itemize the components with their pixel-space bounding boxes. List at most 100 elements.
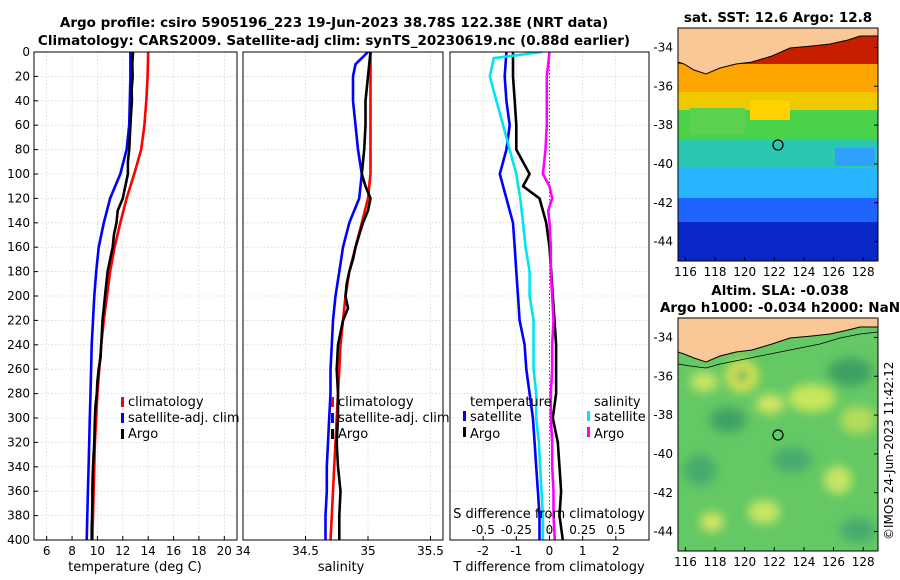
depth-tick-label: 320 — [7, 435, 30, 449]
sla-lon-ticks: 116 118 120 122 124 126 128 — [674, 547, 875, 569]
depth-tick-label: 80 — [15, 143, 30, 157]
x-tick-label: 2 — [612, 544, 620, 558]
lon-tick-label: 116 — [674, 265, 697, 279]
salinity-series — [324, 52, 372, 540]
temperature-legend: climatology satellite-adj. clim Argo — [121, 395, 240, 442]
x-tick-label: 20 — [217, 544, 232, 558]
salinity-xlabel: salinity — [318, 560, 365, 575]
sla-map-image — [678, 318, 878, 551]
x-tick-label: 16 — [166, 544, 181, 558]
difference-grid — [450, 52, 649, 540]
sla-map-title: Altim. SLA: -0.038 — [711, 283, 848, 299]
x-tick-label: -2 — [477, 544, 489, 558]
x-tick-label: 35 — [360, 544, 375, 558]
legend-argo-swatch — [331, 429, 334, 439]
legend-satellite-swatch — [331, 413, 334, 423]
series-line-salinity-argo — [541, 52, 557, 540]
legend-t-argo-label: Argo — [470, 427, 500, 442]
sla-blob — [700, 512, 724, 532]
sla-blob — [735, 369, 749, 383]
sst-lon-ticks: 116 118 120 122 124 126 128 — [674, 257, 875, 279]
depth-tick-label: 360 — [7, 484, 30, 498]
salinity-panel: 34 34.5 35 35.5 salinity climatology satell… — [235, 51, 450, 575]
legend-climatology-label: climatology — [338, 395, 414, 410]
salinity-frame — [242, 51, 444, 541]
depth-tick-label: 140 — [7, 216, 30, 230]
legend-t-satellite-label: satellite — [470, 410, 522, 425]
x-tick-label: 35.5 — [417, 544, 444, 558]
s-tick-label: 0.25 — [569, 523, 596, 537]
sst-map-panel: sat. SST: 12.6 Argo: 12.8 -34 -36 -38 -40 -4… — [653, 10, 879, 279]
lat-tick-label: -40 — [653, 157, 673, 171]
legend-argo-label: Argo — [128, 427, 158, 442]
figure-title-line1: Argo profile: csiro 5905196_223 19-Jun-2… — [60, 15, 608, 31]
sla-blob — [690, 372, 718, 392]
lon-tick-label: 118 — [704, 265, 727, 279]
legend-s-argo-label: Argo — [594, 427, 624, 442]
sla-map-panel: Altim. SLA: -0.038 Argo h1000: -0.034 h2… — [653, 283, 900, 569]
sst-land — [678, 28, 878, 75]
lat-tick-label: -36 — [653, 369, 673, 383]
depth-tick-label: 220 — [7, 313, 30, 327]
lon-tick-label: 116 — [674, 555, 697, 569]
lat-tick-label: -44 — [653, 525, 673, 539]
depth-tick-label: 20 — [15, 69, 30, 83]
timestamp-watermark: ©IMOS 24-Jun-2023 11:42:12 — [882, 362, 896, 540]
lon-tick-label: 124 — [792, 265, 815, 279]
sla-map-subtitle: Argo h1000: -0.034 h2000: NaN — [660, 300, 900, 316]
sst-band — [678, 222, 878, 261]
legend-argo-swatch — [121, 429, 124, 439]
s-difference-xticks: -0.5 -0.25 0 0.25 0.5 — [471, 523, 625, 537]
sst-cool-patch — [835, 148, 875, 166]
sla-blob — [772, 448, 812, 472]
legend-climatology-label: climatology — [128, 395, 204, 410]
sst-lat-ticks: -34 -36 -38 -40 -42 -44 — [653, 40, 878, 249]
x-tick-label: 0 — [546, 544, 554, 558]
series-line-argo — [335, 52, 372, 540]
sst-band — [678, 168, 878, 198]
sla-blob — [788, 384, 836, 412]
lon-tick-label: 128 — [852, 265, 875, 279]
sla-blob — [828, 358, 872, 386]
difference-legend: temperature salinity satellite Argo sate… — [463, 395, 646, 442]
legend-temperature-header: temperature — [470, 395, 552, 410]
t-difference-xticks: -2 -1 0 1 2 — [477, 536, 620, 558]
depth-tick-label: 380 — [7, 509, 30, 523]
temperature-frame — [33, 51, 238, 541]
argo-profile-marker — [772, 429, 784, 441]
s-tick-label: 0 — [546, 523, 554, 537]
salinity-legend: climatology satellite-adj. clim Argo — [331, 395, 450, 442]
x-tick-label: 34 — [235, 544, 250, 558]
s-tick-label: -0.5 — [471, 523, 494, 537]
sla-map-frame — [677, 317, 879, 552]
legend-s-satellite-label: satellite — [594, 410, 646, 425]
sst-map-image — [678, 28, 878, 261]
depth-tick-label: 260 — [7, 362, 30, 376]
salinity-xticks: 34 34.5 35 35.5 — [235, 536, 444, 558]
depth-tick-label: 280 — [7, 387, 30, 401]
sla-blob — [710, 408, 746, 432]
depth-tick-label: 40 — [15, 94, 30, 108]
depth-tick-label: 60 — [15, 118, 30, 132]
sst-cool-patch — [690, 108, 745, 134]
x-tick-label: -1 — [510, 544, 522, 558]
sla-anomalies — [684, 358, 876, 542]
series-line-temperature-satellite — [498, 52, 541, 540]
x-tick-label: 14 — [141, 544, 156, 558]
difference-series — [488, 52, 565, 540]
lon-tick-label: 118 — [704, 555, 727, 569]
sla-blob — [684, 454, 716, 486]
depth-tick-label: 400 — [7, 533, 30, 547]
temperature-grid — [34, 52, 237, 540]
lat-tick-label: -42 — [653, 196, 673, 210]
depth-tick-label: 160 — [7, 240, 30, 254]
depth-tick-label: 340 — [7, 460, 30, 474]
lon-tick-label: 126 — [822, 555, 845, 569]
t-difference-xlabel: T difference from climatology — [452, 560, 645, 575]
lon-tick-label: 128 — [852, 555, 875, 569]
sst-map-title: sat. SST: 12.6 Argo: 12.8 — [684, 10, 872, 26]
lon-tick-label: 120 — [733, 265, 756, 279]
argo-profile-marker — [772, 139, 784, 151]
legend-satellite-label: satellite-adj. clim — [128, 411, 240, 426]
lat-tick-label: -34 — [653, 40, 673, 54]
